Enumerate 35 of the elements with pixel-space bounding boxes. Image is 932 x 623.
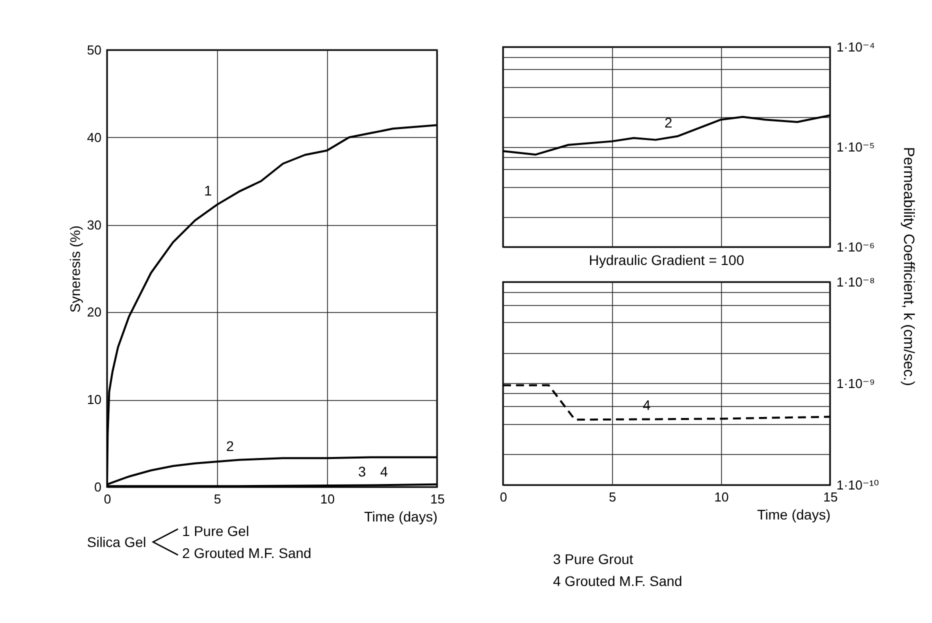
chart-title: Hydraulic Gradient = 100 [588, 252, 744, 268]
text: 3 Pure Grout [553, 550, 634, 569]
y2-tick-label: 1·10⁻⁴ [836, 40, 875, 54]
text: 1 Pure Gel [182, 522, 250, 541]
text: Silica Gel [87, 534, 146, 550]
x-tick-label: 15 [430, 492, 445, 506]
y-axis-title: Syneresis (%) [67, 225, 84, 313]
x-tick-label: 5 [214, 492, 222, 506]
annotation: 4 [380, 464, 388, 480]
x-axis-title: Time (days) [757, 506, 830, 522]
series-label: 3 [358, 463, 366, 480]
y-tick-label: 50 [87, 42, 102, 58]
series-label: 2 [226, 438, 234, 454]
y2-tick-label: 1·10⁻¹⁰ [836, 478, 879, 492]
x-axis-title: Time (days) [364, 508, 438, 524]
text: 2 Grouted M.F. Sand [182, 544, 312, 563]
x-tick-label: 0 [104, 492, 112, 506]
x-tick-label: 0 [500, 490, 508, 504]
y-tick-label: 0 [94, 480, 102, 494]
text: 4 Grouted M.F. Sand [553, 572, 682, 591]
y2-axis-title: Permeability Coefficient, k (cm/sec.) [900, 146, 917, 388]
y-tick-label: 20 [87, 304, 102, 320]
x-tick-label: 10 [714, 490, 729, 504]
x-tick-label: 10 [320, 492, 335, 506]
x-tick-label: 5 [608, 490, 616, 504]
x-tick-label: 15 [823, 490, 838, 504]
y2-tick-label: 1·10⁻⁵ [836, 140, 875, 154]
y2-tick-label: 1·10⁻⁶ [836, 240, 875, 254]
y-tick-label: 30 [87, 217, 102, 232]
series-label: 2 [664, 114, 672, 130]
y2-tick-label: 1·10⁻⁸ [836, 274, 875, 290]
y2-tick-label: 1·10⁻⁹ [836, 376, 875, 391]
y-tick-label: 40 [87, 130, 102, 145]
series-label: 1 [204, 182, 212, 199]
y-tick-label: 10 [87, 392, 102, 408]
